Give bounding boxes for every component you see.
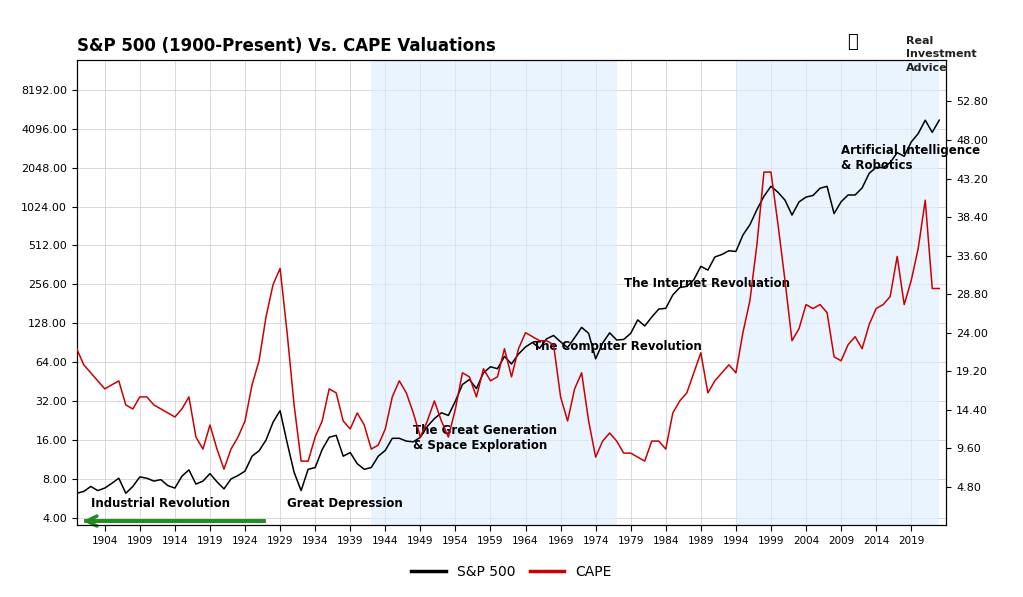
Text: S&P 500 (1900-Present) Vs. CAPE Valuations: S&P 500 (1900-Present) Vs. CAPE Valuatio… (77, 38, 495, 56)
Bar (371, 60, 533, 525)
Bar (841, 60, 939, 525)
Polygon shape (84, 518, 94, 524)
Text: Great Depression: Great Depression (287, 497, 403, 510)
Bar (533, 60, 617, 525)
Legend: S&P 500, CAPE: S&P 500, CAPE (406, 559, 617, 584)
Text: The Great Generation
& Space Exploration: The Great Generation & Space Exploration (413, 424, 558, 452)
Text: The Internet Revoluation: The Internet Revoluation (624, 278, 790, 290)
Text: Artificial Intelligence
& Robotics: Artificial Intelligence & Robotics (841, 144, 980, 172)
Polygon shape (84, 519, 266, 524)
Text: Real
Investment
Advice: Real Investment Advice (906, 36, 977, 73)
Text: 🦅: 🦅 (847, 33, 858, 51)
Text: Industrial Revolution: Industrial Revolution (91, 497, 230, 510)
Text: The Computer Revolution: The Computer Revolution (533, 340, 702, 353)
Bar (736, 60, 841, 525)
